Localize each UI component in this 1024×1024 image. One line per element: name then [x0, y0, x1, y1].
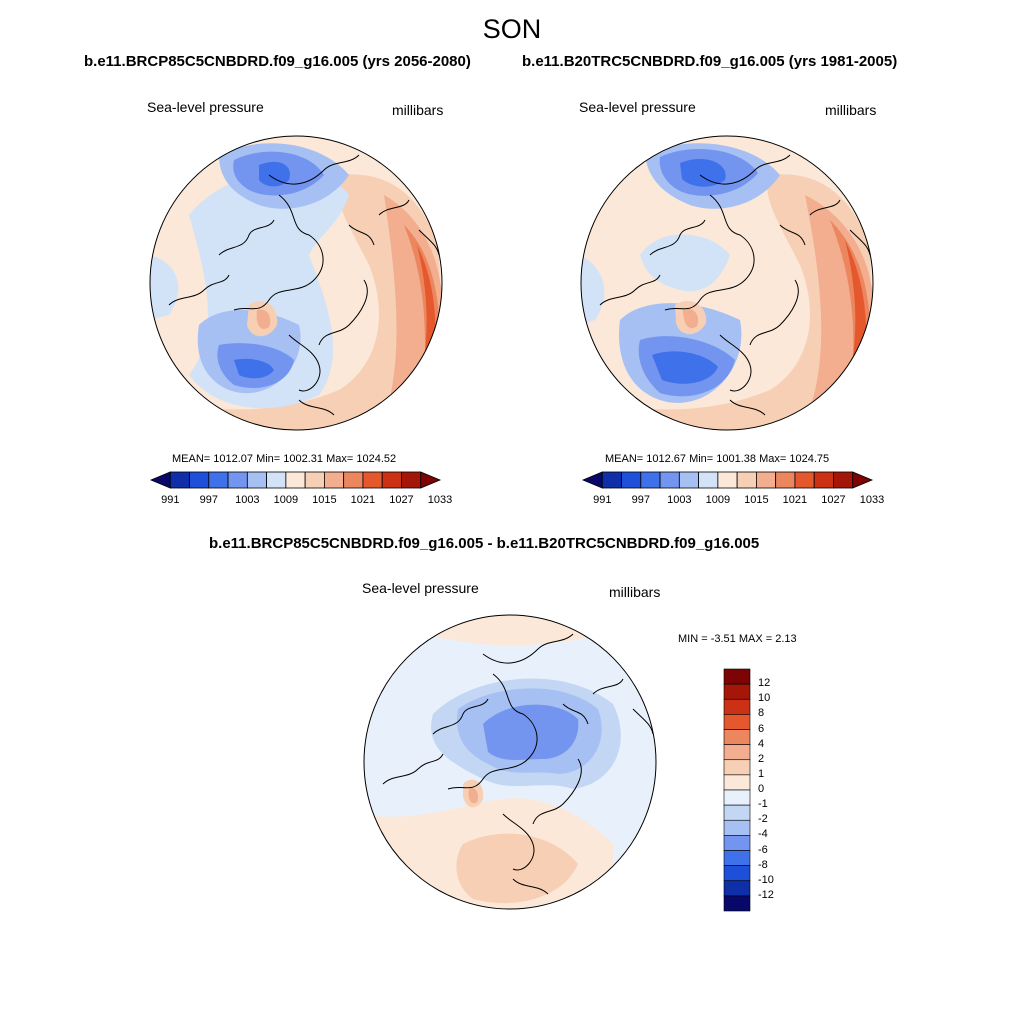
- polar-map-future: [149, 135, 443, 431]
- colorbar-swatch: [169, 471, 190, 489]
- colorbar-tick-label: 1027: [821, 494, 846, 506]
- colorbar-swatch: [723, 729, 751, 745]
- colorbar-swatch: [717, 471, 738, 489]
- colorbar-swatch: [581, 471, 603, 489]
- colorbar-swatch: [723, 714, 751, 730]
- colorbar-swatch: [381, 471, 402, 489]
- figure-title: SON: [482, 14, 542, 44]
- colorbar-tick-label: 1015: [312, 494, 337, 506]
- polar-map-difference: [363, 614, 657, 910]
- colorbar-swatch: [189, 471, 210, 489]
- colorbar-swatch: [794, 471, 815, 489]
- colorbar-tick-label: 2: [758, 752, 765, 765]
- colorbar-tick-label: 12: [758, 677, 771, 690]
- colorbar-swatch: [723, 865, 751, 882]
- colorbar-tick-label: 1033: [427, 494, 453, 506]
- panel-header-historical: b.e11.B20TRC5CNBDRD.f09_g16.005 (yrs 198…: [522, 53, 898, 70]
- colorbar-tick-label: 1009: [705, 494, 731, 506]
- colorbar-swatch: [723, 683, 751, 700]
- colorbar-tick-label: 1027: [389, 494, 414, 506]
- colorbar-tick-label: 1009: [273, 494, 299, 506]
- colorbar-swatch: [601, 471, 622, 489]
- colorbar-tick-label: 4: [758, 737, 765, 750]
- colorbar-swatch: [362, 471, 383, 489]
- colorbar-tick-label: 0: [758, 783, 765, 795]
- colorbar-tick-label: 10: [758, 692, 771, 705]
- colorbar-tick-label: -10: [758, 873, 774, 886]
- polar-map-historical: [580, 135, 874, 431]
- colorbar-tick-label: -2: [758, 813, 768, 826]
- colorbar-historical: [581, 471, 874, 489]
- colorbar-tick-label: 8: [758, 707, 765, 720]
- colorbar-swatch: [266, 471, 287, 489]
- colorbar-swatch: [723, 668, 751, 685]
- colorbar-swatch: [304, 471, 325, 489]
- colorbar-tick-label: -6: [758, 843, 768, 856]
- colorbar-swatch: [285, 471, 306, 489]
- colorbar-tick-label: -12: [758, 888, 774, 901]
- stats-historical: MEAN= 1012.67 Min= 1001.38 Max= 1024.75: [605, 453, 830, 465]
- colorbar-future: [149, 471, 442, 489]
- colorbar-ticks-future: 991 997 1003 1009 1015 1021 1027 1033: [151, 494, 452, 508]
- colorbar-swatch: [343, 471, 364, 489]
- variable-label-future: Sea-level pressure: [147, 99, 264, 115]
- stats-difference: MIN = -3.51 MAX = 2.13: [678, 633, 797, 645]
- colorbar-swatch: [246, 471, 268, 489]
- colorbar-tick-label: 991: [593, 494, 612, 506]
- colorbar-tick-label: -8: [758, 858, 768, 871]
- colorbar-swatch: [813, 471, 834, 489]
- colorbar-ticks-historical: 991 997 1003 1009 1015 1021 1027 1033: [583, 494, 884, 508]
- colorbar-tick-label: 1: [758, 767, 765, 780]
- colorbar-tick-label: 991: [161, 494, 180, 506]
- colorbar-tick-label: 1021: [350, 494, 376, 506]
- panel-header-difference: b.e11.BRCP85C5CNBDRD.f09_g16.005 - b.e11…: [209, 535, 760, 552]
- variable-label-difference: Sea-level pressure: [362, 580, 479, 596]
- colorbar-tick-label: 1015: [744, 494, 769, 506]
- colorbar-swatch: [736, 471, 757, 489]
- colorbar-swatch: [678, 471, 700, 489]
- colorbar-swatch: [723, 804, 751, 821]
- colorbar-swatch: [723, 789, 751, 806]
- colorbar-swatch: [723, 850, 751, 866]
- colorbar-tick-label: 997: [631, 494, 650, 506]
- colorbar-swatch: [621, 471, 642, 489]
- colorbar-swatch: [640, 471, 661, 489]
- colorbar-swatch: [659, 471, 680, 489]
- colorbar-tick-label: 1033: [859, 494, 885, 506]
- panel-header-future: b.e11.BRCP85C5CNBDRD.f09_g16.005 (yrs 20…: [84, 53, 471, 70]
- colorbar-tick-label: 1003: [235, 494, 260, 506]
- colorbar-swatch: [723, 819, 751, 836]
- colorbar-swatch: [208, 471, 229, 489]
- colorbar-swatch: [723, 744, 751, 761]
- colorbar-tick-label: 997: [199, 494, 218, 506]
- units-label-historical: millibars: [825, 102, 877, 118]
- stats-future: MEAN= 1012.07 Min= 1002.31 Max= 1024.52: [172, 453, 397, 465]
- colorbar-tick-label: -1: [758, 798, 768, 811]
- colorbar-tick-label: 1021: [782, 494, 808, 506]
- colorbar-swatch: [775, 471, 796, 489]
- colorbar-swatch: [723, 880, 751, 897]
- colorbar-tick-label: 6: [758, 722, 765, 735]
- units-label-future: millibars: [392, 102, 444, 118]
- colorbar-swatch: [149, 471, 171, 489]
- colorbar-swatch: [755, 471, 777, 489]
- colorbar-difference: [723, 668, 751, 912]
- colorbar-swatch: [723, 895, 751, 912]
- colorbar-swatch: [420, 471, 442, 489]
- colorbar-swatch: [323, 471, 345, 489]
- colorbar-ticks-difference: 12 10 8 6 4 2 1 0 -1 -2 -4 -6 -8 -10 -12: [758, 669, 798, 911]
- units-label-difference: millibars: [609, 584, 661, 600]
- colorbar-swatch: [852, 471, 874, 489]
- colorbar-swatch: [833, 471, 854, 489]
- colorbar-tick-label: 1003: [667, 494, 692, 506]
- colorbar-swatch: [698, 471, 719, 489]
- colorbar-tick-label: -4: [758, 828, 768, 841]
- colorbar-swatch: [227, 471, 248, 489]
- colorbar-swatch: [723, 835, 751, 851]
- colorbar-swatch: [723, 774, 751, 791]
- colorbar-swatch: [401, 471, 422, 489]
- colorbar-swatch: [723, 759, 751, 776]
- colorbar-swatch: [723, 698, 751, 715]
- variable-label-historical: Sea-level pressure: [579, 99, 696, 115]
